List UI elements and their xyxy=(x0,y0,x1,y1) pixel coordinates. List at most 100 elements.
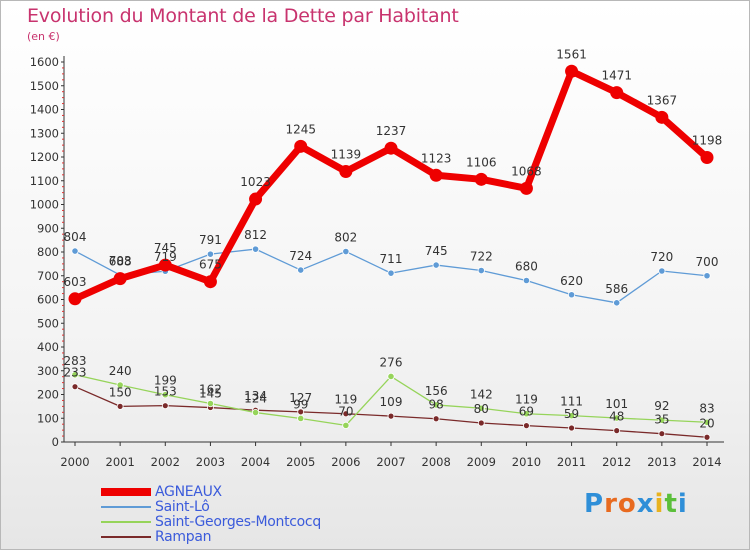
data-point-rampan xyxy=(568,424,575,432)
data-point-agneaux xyxy=(294,139,308,153)
logo-letter: x xyxy=(636,489,655,519)
data-point-rampan xyxy=(658,430,666,438)
y-tick-label: 1400 xyxy=(30,103,59,117)
chart-title: Evolution du Montant de la Dette par Hab… xyxy=(27,5,459,27)
y-tick-label: 700 xyxy=(37,269,59,283)
data-label-saint-georges-montcocq: 124 xyxy=(244,392,267,406)
legend-swatch xyxy=(101,488,151,496)
data-point-saint-georges-montcocq xyxy=(297,414,305,423)
x-tick-label: 2006 xyxy=(331,455,360,469)
data-label-agneaux: 1471 xyxy=(601,69,632,83)
data-point-saint-lo xyxy=(703,272,711,280)
y-tick-label: 800 xyxy=(37,245,59,259)
legend-swatch xyxy=(101,506,151,508)
data-point-saint-georges-montcocq xyxy=(71,371,79,379)
data-point-saint-georges-montcocq xyxy=(342,421,350,429)
data-point-saint-lo xyxy=(567,291,576,299)
data-label-saint-georges-montcocq: 99 xyxy=(293,397,308,411)
data-label-saint-georges-montcocq: 119 xyxy=(515,393,538,407)
data-label-agneaux: 1106 xyxy=(466,155,497,169)
data-point-agneaux xyxy=(519,181,533,195)
data-label-agneaux: 675 xyxy=(199,258,222,272)
data-label-saint-lo: 719 xyxy=(154,250,177,264)
data-point-rampan xyxy=(477,419,485,427)
data-point-saint-lo xyxy=(522,276,531,285)
data-point-rampan xyxy=(297,408,305,416)
data-label-saint-lo: 745 xyxy=(425,244,448,258)
data-label-rampan: 127 xyxy=(289,391,312,405)
data-point-rampan xyxy=(523,422,530,430)
data-point-saint-georges-montcocq xyxy=(477,404,485,412)
data-point-rampan xyxy=(116,402,124,410)
y-tick-label: 0 xyxy=(52,435,59,449)
data-point-saint-lo xyxy=(387,269,395,277)
data-label-agneaux: 603 xyxy=(64,275,87,289)
data-label-rampan: 35 xyxy=(654,413,669,427)
data-point-saint-georges-montcocq xyxy=(567,412,576,420)
data-label-agneaux: 1245 xyxy=(285,122,316,136)
data-point-agneaux xyxy=(565,64,579,78)
data-label-saint-georges-montcocq: 162 xyxy=(199,383,222,397)
data-label-agneaux: 688 xyxy=(109,255,132,269)
data-point-rampan xyxy=(703,433,711,441)
data-point-saint-lo xyxy=(432,261,440,269)
data-label-rampan: 233 xyxy=(64,366,87,380)
data-label-agneaux: 1198 xyxy=(692,133,723,147)
data-label-saint-georges-montcocq: 276 xyxy=(380,355,403,369)
y-tick-label: 100 xyxy=(37,411,59,425)
data-point-agneaux xyxy=(68,292,82,306)
data-label-saint-georges-montcocq: 142 xyxy=(470,387,493,401)
data-label-saint-lo: 791 xyxy=(199,233,222,247)
y-tick-label: 200 xyxy=(37,388,59,402)
data-label-rampan: 98 xyxy=(429,398,444,412)
logo-letter: i xyxy=(677,489,688,519)
data-point-agneaux xyxy=(384,141,398,155)
data-label-rampan: 145 xyxy=(199,387,222,401)
data-label-agneaux: 1068 xyxy=(511,164,542,178)
data-label-saint-georges-montcocq: 70 xyxy=(338,404,353,418)
data-label-rampan: 48 xyxy=(609,410,624,424)
data-label-agneaux: 1023 xyxy=(240,175,271,189)
logo-letter: t xyxy=(664,489,678,519)
data-point-saint-georges-montcocq xyxy=(161,391,169,399)
data-point-saint-georges-montcocq xyxy=(432,401,440,409)
x-tick-label: 2000 xyxy=(60,455,89,469)
data-label-saint-georges-montcocq: 199 xyxy=(154,374,177,388)
data-point-saint-georges-montcocq xyxy=(703,418,711,426)
x-tick-label: 2007 xyxy=(376,455,405,469)
x-tick-label: 2005 xyxy=(286,455,315,469)
data-label-saint-georges-montcocq: 83 xyxy=(699,401,714,415)
x-tick-label: 2011 xyxy=(557,455,586,469)
data-label-rampan: 80 xyxy=(474,402,489,416)
data-point-agneaux xyxy=(474,172,488,186)
y-tick-label: 600 xyxy=(37,293,59,307)
legend-label: AGNEAUX xyxy=(155,484,222,500)
logo-letter: P xyxy=(584,489,605,519)
data-label-rampan: 69 xyxy=(519,405,534,419)
data-label-saint-georges-montcocq: 240 xyxy=(109,364,132,378)
data-point-rampan xyxy=(432,415,440,423)
data-label-rampan: 119 xyxy=(334,393,357,407)
logo-letter: o xyxy=(617,489,637,519)
y-tick-label: 500 xyxy=(37,316,59,330)
data-point-agneaux xyxy=(339,164,353,178)
data-point-saint-georges-montcocq xyxy=(116,381,124,389)
x-tick-label: 2002 xyxy=(151,455,180,469)
data-label-saint-lo: 620 xyxy=(560,274,583,288)
data-point-saint-georges-montcocq xyxy=(206,399,215,408)
data-label-rampan: 59 xyxy=(564,407,579,421)
data-point-saint-georges-montcocq xyxy=(387,372,395,381)
data-label-rampan: 153 xyxy=(154,385,177,399)
chart-unit-label: (en €) xyxy=(27,30,60,43)
data-label-saint-lo: 711 xyxy=(380,252,403,266)
data-point-saint-georges-montcocq xyxy=(613,414,621,422)
data-label-saint-lo: 703 xyxy=(109,254,132,268)
x-tick-label: 2013 xyxy=(647,455,676,469)
data-label-agneaux: 1561 xyxy=(556,47,587,61)
y-tick-label: 300 xyxy=(37,364,59,378)
data-point-saint-lo xyxy=(71,247,79,255)
data-point-rampan xyxy=(613,427,621,435)
data-label-saint-lo: 812 xyxy=(244,228,267,242)
data-point-saint-georges-montcocq xyxy=(251,408,260,417)
logo-letter: r xyxy=(604,489,618,519)
